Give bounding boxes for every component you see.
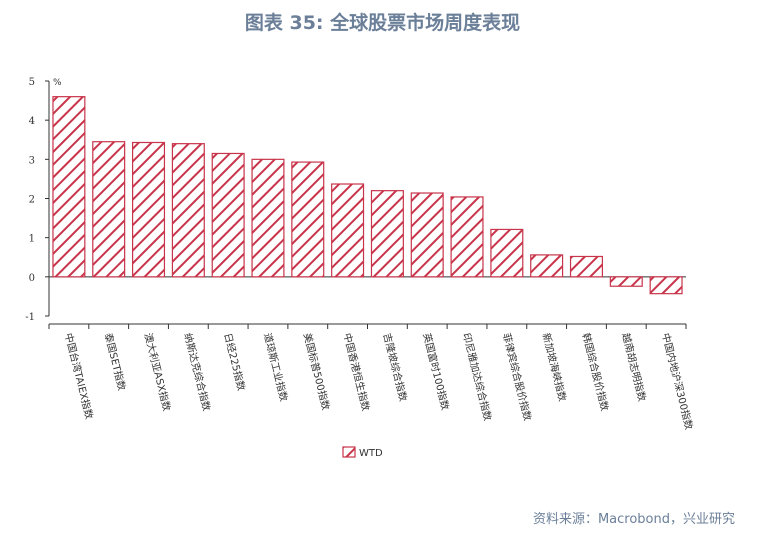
category-label: 道琼斯工业指数 xyxy=(261,332,291,403)
bar xyxy=(52,96,86,278)
legend-label: WTD xyxy=(359,448,383,459)
bar xyxy=(132,141,166,278)
y-tick-label: 4 xyxy=(29,116,35,127)
bar xyxy=(649,276,683,295)
y-tick-label: 2 xyxy=(29,195,35,206)
category-label: 吉隆坡综合指数 xyxy=(380,332,410,403)
category-label: 菲律宾综合股价指数 xyxy=(500,332,534,422)
category-label: 中国台湾TAIEX指数 xyxy=(62,332,96,421)
category-label: 纳斯达克综合指数 xyxy=(181,332,213,413)
category-label: 日经225指数 xyxy=(221,332,248,392)
bar xyxy=(450,196,484,278)
category-label: 中国香港恒生指数 xyxy=(341,332,373,413)
bar xyxy=(410,192,444,278)
category-label: 澳大利亚ASX指数 xyxy=(142,332,174,413)
y-tick-label: 3 xyxy=(29,155,35,166)
bar xyxy=(211,152,245,278)
bar xyxy=(490,228,524,278)
bar xyxy=(92,141,126,278)
category-labels: 中国台湾TAIEX指数 泰国SET指数 澳大利亚ASX指数 纳斯达克综合指数 日经225… xyxy=(62,332,696,431)
y-tick-label: 5 xyxy=(29,77,35,88)
category-label: 英国富时100指数 xyxy=(420,332,452,412)
category-label: 越南胡志明指数 xyxy=(619,332,649,403)
source-note: 资料来源：Macrobond，兴业研究 xyxy=(532,512,735,527)
category-label: 印尼雅加达综合指数 xyxy=(460,332,494,422)
bar xyxy=(609,276,643,287)
bar xyxy=(331,183,365,278)
bar xyxy=(370,190,404,278)
y-tick-label: -1 xyxy=(25,312,35,323)
legend-swatch xyxy=(342,446,356,458)
y-tick-label: 0 xyxy=(29,273,35,284)
category-label: 泰国SET指数 xyxy=(102,332,129,392)
bar xyxy=(291,161,325,278)
category-label: 韩国综合股价指数 xyxy=(580,332,612,413)
y-tick-label: 1 xyxy=(29,234,35,245)
y-unit-label: % xyxy=(53,78,62,88)
bar xyxy=(569,255,603,278)
category-label: 美国标普500指数 xyxy=(301,332,333,412)
bar-series xyxy=(52,96,683,295)
bar xyxy=(251,158,285,278)
chart-legend: WTD xyxy=(342,446,383,459)
category-label: 中国内地沪深300指数 xyxy=(659,332,696,431)
chart-title: 图表 35: 全球股票市场周度表现 xyxy=(244,12,521,34)
bar xyxy=(171,143,205,278)
bar xyxy=(530,254,564,278)
category-label: 新加坡海峡指数 xyxy=(540,332,570,403)
chart-axes: -1 0 1 2 3 4 5% xyxy=(25,77,687,329)
